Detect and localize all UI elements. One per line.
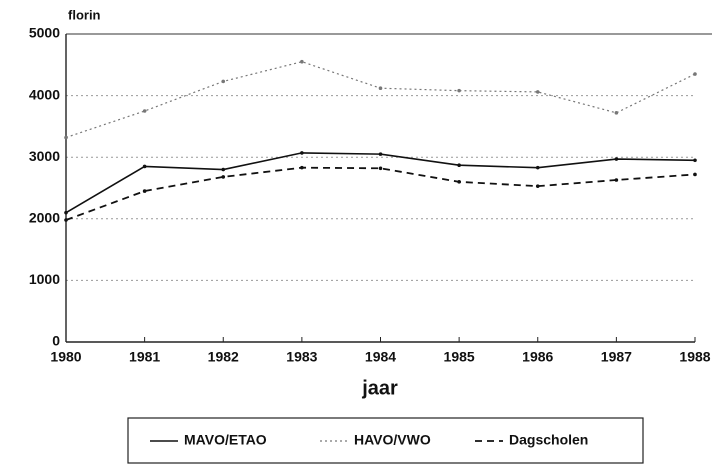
x-tick-label: 1984 (365, 349, 396, 365)
point (300, 59, 304, 64)
point (142, 189, 147, 193)
point (693, 158, 697, 163)
x-tick-label: 1982 (208, 349, 239, 365)
x-tick-label: 1985 (444, 349, 475, 365)
point (64, 210, 68, 215)
point (142, 164, 147, 169)
series-line (65, 166, 696, 221)
y-tick-label: 3000 (29, 148, 60, 164)
x-tick-label: 1980 (50, 349, 81, 365)
point (142, 109, 147, 113)
point (300, 165, 304, 170)
point (535, 90, 540, 94)
y-tick-label: 0 (52, 333, 60, 349)
point (64, 218, 68, 222)
x-axis-label: jaar (361, 377, 398, 399)
point (300, 151, 304, 155)
point (693, 72, 697, 76)
point (457, 88, 461, 93)
x-tick-label: 1988 (679, 349, 710, 365)
y-tick-label: 1000 (29, 271, 60, 287)
legend-box (127, 417, 644, 464)
series-line (65, 152, 696, 214)
x-tick-label: 1986 (522, 349, 553, 365)
legend-label: HAVO/VWO (354, 432, 431, 448)
point (378, 152, 383, 156)
x-tick-label: 1981 (129, 349, 160, 365)
point (457, 163, 461, 168)
point (457, 180, 461, 184)
series-line (65, 61, 696, 139)
legend-label: Dagscholen (509, 432, 588, 448)
point (221, 167, 226, 172)
x-tick-label: 1983 (286, 349, 317, 365)
point (378, 166, 383, 171)
y-tick-label: 5000 (29, 25, 60, 41)
y-axis-label: florin (68, 7, 101, 22)
point (378, 86, 383, 91)
point (614, 157, 619, 161)
point (614, 178, 619, 182)
point (221, 175, 226, 179)
legend-label: MAVO/ETAO (184, 432, 267, 448)
point (614, 111, 619, 115)
y-tick-label: 4000 (29, 86, 60, 102)
point (221, 79, 226, 84)
point (535, 184, 540, 188)
point (64, 135, 68, 140)
point (693, 172, 697, 177)
x-tick-label: 1987 (601, 349, 632, 365)
point (535, 165, 540, 170)
y-tick-label: 2000 (29, 210, 60, 226)
